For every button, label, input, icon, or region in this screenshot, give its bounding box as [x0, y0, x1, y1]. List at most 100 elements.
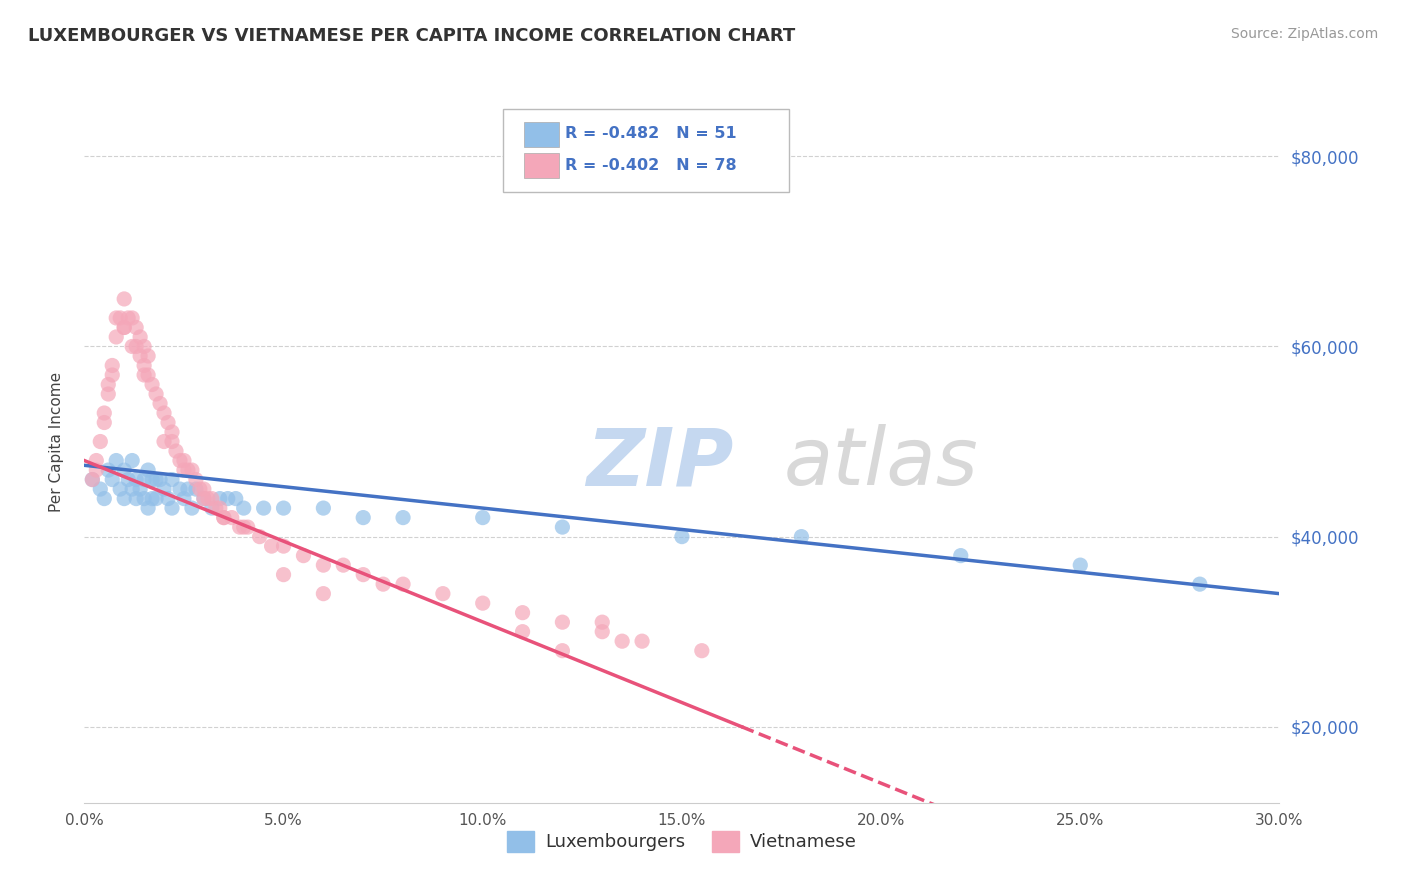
- Point: [1188, 577, 1211, 591]
- Point: [110, 310, 132, 325]
- Point: [105, 310, 128, 325]
- Point: [149, 396, 172, 410]
- Point: [232, 501, 254, 516]
- Point: [225, 491, 247, 506]
- Point: [193, 491, 215, 506]
- Point: [177, 463, 200, 477]
- FancyBboxPatch shape: [524, 122, 558, 147]
- Point: [129, 330, 152, 344]
- Point: [112, 320, 135, 334]
- Point: [165, 444, 187, 458]
- Point: [145, 473, 167, 487]
- Point: [392, 577, 415, 591]
- Point: [205, 501, 228, 516]
- Point: [86, 463, 108, 477]
- Point: [97, 463, 120, 477]
- FancyBboxPatch shape: [503, 109, 790, 193]
- Y-axis label: Per Capita Income: Per Capita Income: [49, 371, 63, 512]
- Point: [153, 482, 176, 496]
- Point: [690, 643, 713, 657]
- Point: [201, 491, 224, 506]
- Point: [121, 310, 143, 325]
- Point: [169, 482, 191, 496]
- Point: [129, 482, 152, 496]
- Point: [93, 416, 115, 430]
- Point: [93, 491, 115, 506]
- Point: [612, 634, 634, 648]
- Point: [471, 510, 494, 524]
- Point: [184, 482, 207, 496]
- Point: [551, 615, 574, 630]
- Point: [110, 482, 132, 496]
- Point: [193, 491, 215, 506]
- Point: [169, 453, 191, 467]
- Point: [82, 473, 104, 487]
- Point: [97, 377, 120, 392]
- Point: [217, 491, 239, 506]
- Point: [208, 491, 231, 506]
- Point: [273, 501, 295, 516]
- Point: [332, 558, 354, 573]
- Point: [236, 520, 259, 534]
- Point: [132, 473, 156, 487]
- Point: [160, 434, 183, 449]
- Point: [141, 491, 163, 506]
- Point: [631, 634, 654, 648]
- Point: [93, 406, 115, 420]
- Point: [232, 520, 254, 534]
- Point: [101, 368, 124, 382]
- Point: [312, 587, 335, 601]
- Point: [352, 567, 374, 582]
- Point: [97, 387, 120, 401]
- Point: [121, 482, 143, 496]
- Point: [177, 482, 200, 496]
- Point: [136, 368, 159, 382]
- Legend: Luxembourgers, Vietnamese: Luxembourgers, Vietnamese: [499, 823, 865, 859]
- Point: [105, 330, 128, 344]
- Point: [212, 510, 235, 524]
- Point: [1069, 558, 1091, 573]
- Point: [671, 530, 693, 544]
- Point: [136, 463, 159, 477]
- Point: [512, 606, 534, 620]
- Point: [201, 501, 224, 516]
- FancyBboxPatch shape: [524, 153, 558, 178]
- Point: [145, 387, 167, 401]
- Point: [125, 339, 148, 353]
- Point: [790, 530, 813, 544]
- Point: [512, 624, 534, 639]
- Point: [188, 482, 211, 496]
- Point: [129, 349, 152, 363]
- Point: [112, 463, 135, 477]
- Point: [89, 482, 111, 496]
- Point: [136, 349, 159, 363]
- Point: [949, 549, 972, 563]
- Point: [121, 339, 143, 353]
- Point: [125, 491, 148, 506]
- Point: [101, 359, 124, 373]
- Point: [173, 463, 195, 477]
- Point: [157, 491, 180, 506]
- Point: [86, 453, 108, 467]
- Point: [273, 539, 295, 553]
- Point: [229, 520, 252, 534]
- Point: [208, 501, 231, 516]
- Text: atlas: atlas: [783, 425, 979, 502]
- Point: [117, 310, 139, 325]
- Point: [101, 473, 124, 487]
- Point: [149, 473, 172, 487]
- Point: [253, 501, 276, 516]
- Point: [249, 530, 271, 544]
- Point: [551, 643, 574, 657]
- Point: [392, 510, 415, 524]
- Point: [160, 501, 183, 516]
- Point: [352, 510, 374, 524]
- Text: R = -0.402   N = 78: R = -0.402 N = 78: [565, 158, 737, 173]
- Point: [184, 473, 207, 487]
- Point: [157, 416, 180, 430]
- Point: [145, 491, 167, 506]
- Point: [105, 453, 128, 467]
- Point: [112, 491, 135, 506]
- Point: [141, 377, 163, 392]
- Point: [160, 473, 183, 487]
